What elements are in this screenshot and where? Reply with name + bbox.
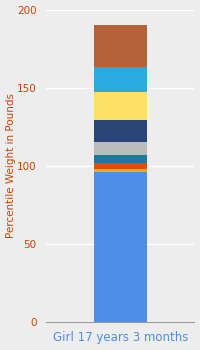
Bar	[94, 169, 147, 172]
Bar	[94, 92, 147, 120]
Bar	[94, 155, 147, 162]
Bar	[94, 142, 147, 155]
Bar	[94, 120, 147, 142]
Y-axis label: Percentile Weight in Pounds: Percentile Weight in Pounds	[6, 93, 16, 238]
Bar	[94, 162, 147, 169]
Bar	[94, 25, 147, 67]
Bar	[94, 67, 147, 92]
Bar	[94, 172, 147, 322]
